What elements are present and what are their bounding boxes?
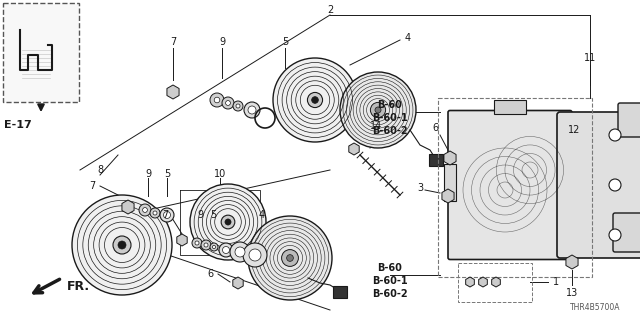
Polygon shape <box>122 200 134 214</box>
Polygon shape <box>442 189 454 203</box>
Text: 3: 3 <box>417 183 423 193</box>
Text: 11: 11 <box>584 53 596 63</box>
Text: 5: 5 <box>164 169 170 179</box>
Circle shape <box>210 243 218 251</box>
Circle shape <box>225 219 231 225</box>
Text: B-60-2: B-60-2 <box>372 289 408 299</box>
Text: THR4B5700A: THR4B5700A <box>570 303 620 312</box>
Text: 6: 6 <box>207 269 213 279</box>
Text: 9: 9 <box>197 210 203 220</box>
Circle shape <box>243 243 267 267</box>
Circle shape <box>609 229 621 241</box>
FancyBboxPatch shape <box>494 100 526 114</box>
Text: E-17: E-17 <box>4 120 32 130</box>
FancyBboxPatch shape <box>448 110 572 260</box>
Text: 6: 6 <box>432 123 438 133</box>
Text: B-60: B-60 <box>378 263 403 273</box>
Text: FR.: FR. <box>67 281 90 293</box>
Text: 7: 7 <box>162 210 168 220</box>
Circle shape <box>190 184 266 260</box>
Text: 2: 2 <box>327 5 333 15</box>
Text: 13: 13 <box>566 288 578 298</box>
Text: 9: 9 <box>219 37 225 47</box>
Circle shape <box>226 100 230 105</box>
Text: 9: 9 <box>145 169 151 179</box>
Polygon shape <box>479 277 487 287</box>
Circle shape <box>307 92 323 108</box>
Circle shape <box>340 72 416 148</box>
Circle shape <box>160 208 174 222</box>
FancyBboxPatch shape <box>618 103 640 137</box>
Circle shape <box>375 107 381 113</box>
Text: B-60-2: B-60-2 <box>372 126 408 136</box>
Text: 5: 5 <box>210 210 216 220</box>
Circle shape <box>282 250 298 266</box>
Circle shape <box>201 240 211 250</box>
Circle shape <box>609 179 621 191</box>
FancyBboxPatch shape <box>444 164 456 201</box>
Text: 5: 5 <box>282 37 288 47</box>
Text: B-60-1: B-60-1 <box>372 113 408 123</box>
Circle shape <box>153 211 157 215</box>
Text: 14: 14 <box>370 121 382 131</box>
Circle shape <box>221 215 235 229</box>
Text: 12: 12 <box>568 125 580 135</box>
Circle shape <box>244 102 260 118</box>
Circle shape <box>230 242 250 262</box>
Circle shape <box>287 255 293 261</box>
Circle shape <box>273 58 357 142</box>
Circle shape <box>143 208 147 212</box>
Polygon shape <box>492 277 500 287</box>
Circle shape <box>312 97 318 103</box>
Polygon shape <box>233 277 243 289</box>
FancyBboxPatch shape <box>557 112 640 258</box>
Circle shape <box>163 212 170 219</box>
Circle shape <box>204 243 208 247</box>
Circle shape <box>609 129 621 141</box>
Circle shape <box>219 243 233 257</box>
Circle shape <box>214 97 220 103</box>
FancyBboxPatch shape <box>429 154 443 166</box>
Text: 1: 1 <box>553 277 559 287</box>
Circle shape <box>248 106 256 114</box>
Polygon shape <box>566 255 578 269</box>
Text: B-60-1: B-60-1 <box>372 276 408 286</box>
Circle shape <box>249 249 261 261</box>
Polygon shape <box>177 234 187 246</box>
Circle shape <box>118 241 126 249</box>
FancyBboxPatch shape <box>333 286 347 298</box>
Circle shape <box>210 93 224 107</box>
Text: 7: 7 <box>170 37 176 47</box>
Circle shape <box>235 247 245 257</box>
Circle shape <box>248 216 332 300</box>
Circle shape <box>223 246 230 253</box>
Polygon shape <box>349 143 359 155</box>
Circle shape <box>72 195 172 295</box>
Circle shape <box>236 104 240 108</box>
Circle shape <box>192 238 202 248</box>
Text: 10: 10 <box>214 169 226 179</box>
Text: B-60: B-60 <box>378 100 403 110</box>
FancyBboxPatch shape <box>3 3 79 102</box>
Text: 8: 8 <box>97 165 103 175</box>
FancyBboxPatch shape <box>613 213 640 252</box>
Circle shape <box>212 245 216 249</box>
Text: 4: 4 <box>259 210 265 220</box>
Circle shape <box>371 102 385 118</box>
Circle shape <box>233 101 243 111</box>
Text: 4: 4 <box>405 33 411 43</box>
Circle shape <box>139 204 151 216</box>
Polygon shape <box>444 151 456 165</box>
Circle shape <box>113 236 131 254</box>
Polygon shape <box>167 85 179 99</box>
Polygon shape <box>466 277 474 287</box>
Text: 7: 7 <box>89 181 95 191</box>
Circle shape <box>222 97 234 109</box>
Circle shape <box>150 208 160 218</box>
Circle shape <box>195 241 199 245</box>
